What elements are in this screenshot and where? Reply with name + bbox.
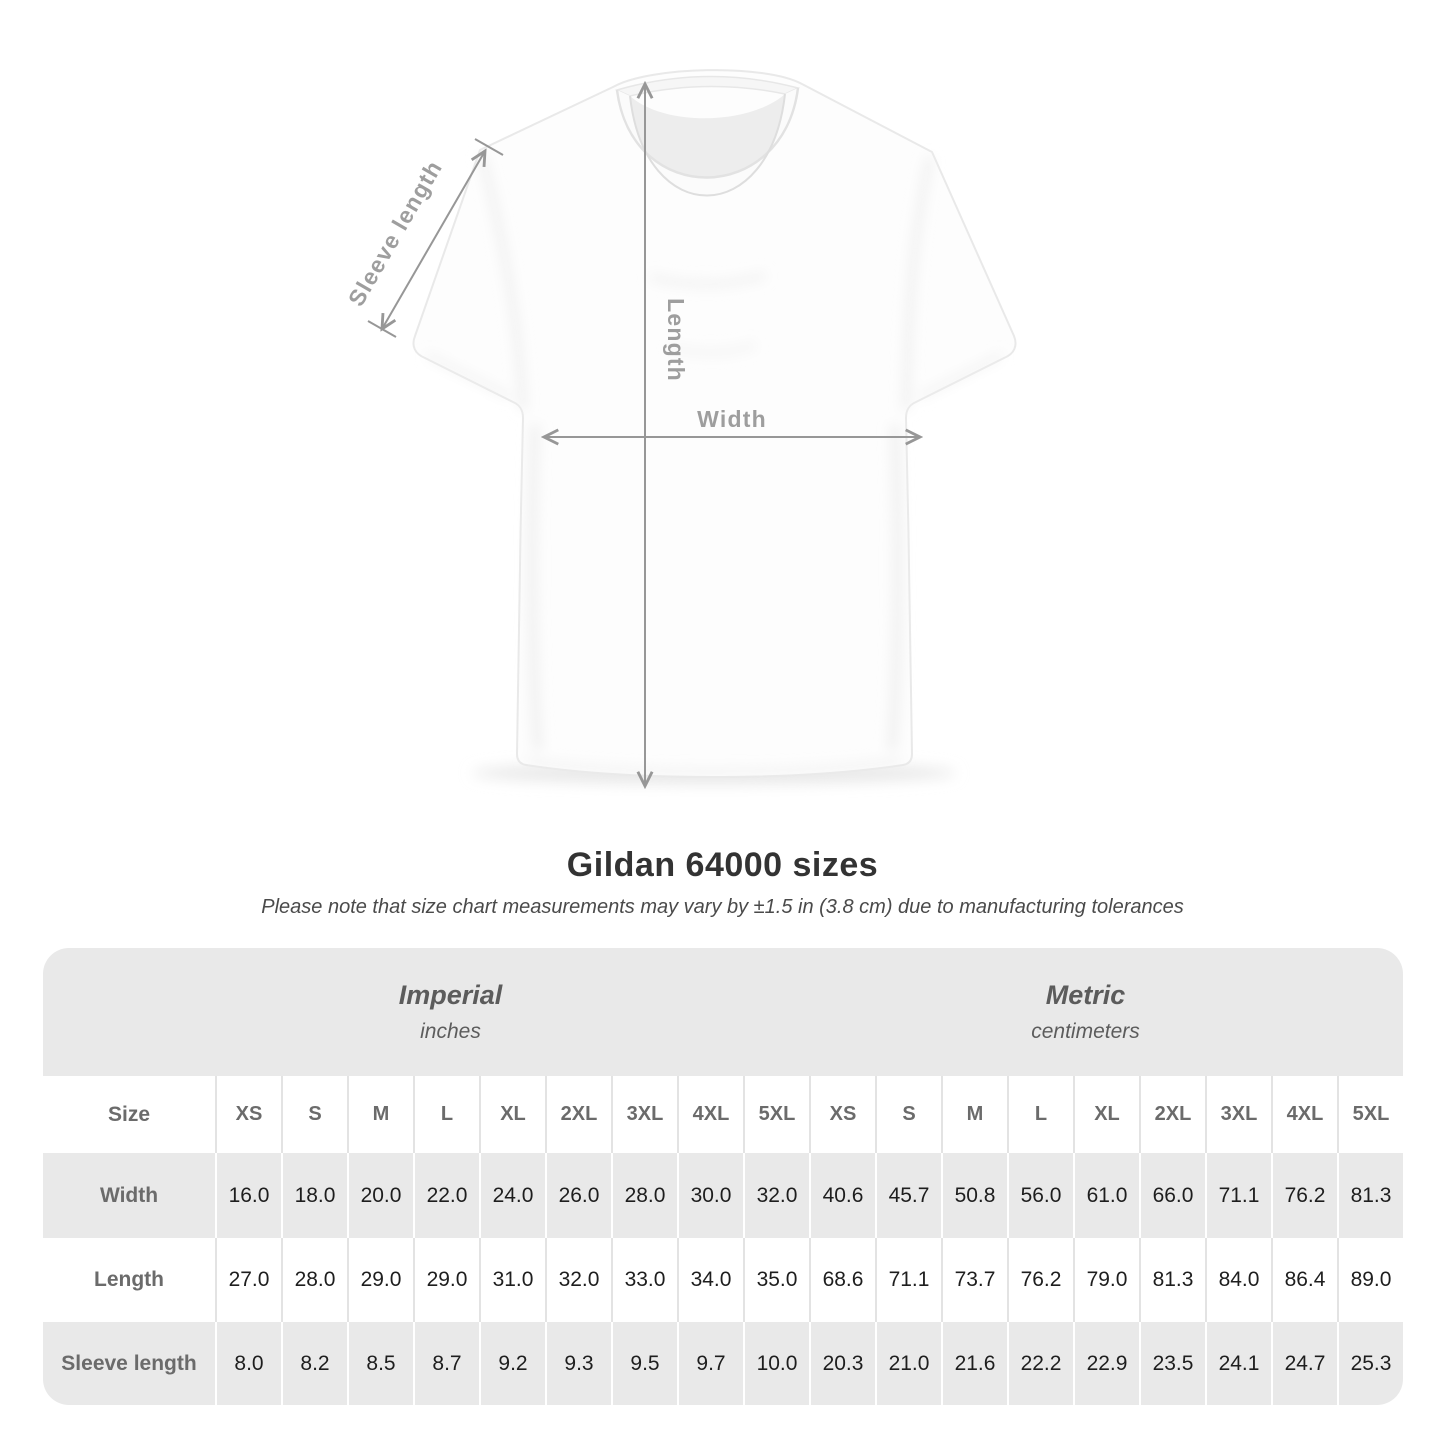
width-arrow-label: Width <box>697 406 767 432</box>
value-cell-metric: 61.0 <box>1073 1153 1139 1238</box>
value-cell-metric: 25.3 <box>1337 1322 1403 1405</box>
value-cell-imperial: 28.0 <box>281 1238 347 1322</box>
size-column-header-metric: 4XL <box>1271 1076 1337 1153</box>
size-column-header-imperial: 3XL <box>611 1076 677 1153</box>
size-column-header-metric: 5XL <box>1337 1076 1403 1153</box>
size-corner-header: Size <box>43 1076 215 1153</box>
value-cell-metric: 76.2 <box>1007 1238 1073 1322</box>
tolerance-note: Please note that size chart measurements… <box>261 896 1184 918</box>
value-cell-metric: 56.0 <box>1007 1153 1073 1238</box>
value-cell-metric: 24.7 <box>1271 1322 1337 1405</box>
size-column-header-imperial: S <box>281 1076 347 1153</box>
value-cell-imperial: 16.0 <box>215 1153 281 1238</box>
value-cell-imperial: 35.0 <box>743 1238 809 1322</box>
size-chart-grid: Size XS S M L XL 2XL 3XL 4XL 5XL XS S M L XL 2XL 3XL 4XL 5… <box>43 1076 1403 1405</box>
metric-group-header: Metric centimeters <box>768 980 1403 1044</box>
value-cell-metric: 71.1 <box>875 1238 941 1322</box>
size-column-header-metric: 2XL <box>1139 1076 1205 1153</box>
value-cell-metric: 84.0 <box>1205 1238 1271 1322</box>
sleeve-length-arrow <box>382 151 485 329</box>
page-title: Gildan 64000 sizes <box>566 846 879 884</box>
value-cell-imperial: 32.0 <box>545 1238 611 1322</box>
value-cell-imperial: 33.0 <box>611 1238 677 1322</box>
value-cell-imperial: 27.0 <box>215 1238 281 1322</box>
value-cell-imperial: 26.0 <box>545 1153 611 1238</box>
value-cell-metric: 76.2 <box>1271 1153 1337 1238</box>
size-column-header-metric: M <box>941 1076 1007 1153</box>
value-cell-imperial: 9.7 <box>677 1322 743 1405</box>
value-cell-metric: 81.3 <box>1337 1153 1403 1238</box>
value-cell-imperial: 30.0 <box>677 1153 743 1238</box>
value-cell-metric: 81.3 <box>1139 1238 1205 1322</box>
imperial-group-header: Imperial inches <box>133 980 768 1044</box>
fabric-shading <box>425 154 1004 774</box>
value-cell-imperial: 34.0 <box>677 1238 743 1322</box>
size-column-header-metric: S <box>875 1076 941 1153</box>
value-cell-metric: 24.1 <box>1205 1322 1271 1405</box>
value-cell-imperial: 28.0 <box>611 1153 677 1238</box>
size-column-header-imperial: 4XL <box>677 1076 743 1153</box>
value-cell-imperial: 22.0 <box>413 1153 479 1238</box>
metric-unit: centimeters <box>1031 1020 1140 1043</box>
imperial-unit: inches <box>420 1020 481 1043</box>
value-cell-imperial: 32.0 <box>743 1153 809 1238</box>
size-column-header-imperial: M <box>347 1076 413 1153</box>
tshirt-body <box>412 69 1017 778</box>
value-cell-metric: 66.0 <box>1139 1153 1205 1238</box>
value-cell-metric: 22.9 <box>1073 1322 1139 1405</box>
value-cell-imperial: 29.0 <box>347 1238 413 1322</box>
value-cell-metric: 79.0 <box>1073 1238 1139 1322</box>
size-column-header-imperial: L <box>413 1076 479 1153</box>
value-cell-metric: 20.3 <box>809 1322 875 1405</box>
value-cell-imperial: 8.2 <box>281 1322 347 1405</box>
value-cell-imperial: 31.0 <box>479 1238 545 1322</box>
sleeve-length-tick-top <box>474 138 504 156</box>
size-column-header-imperial: XL <box>479 1076 545 1153</box>
size-chart-table: Imperial inches Metric centimeters Size X… <box>43 948 1403 1405</box>
size-column-header-imperial: XS <box>215 1076 281 1153</box>
value-cell-metric: 71.1 <box>1205 1153 1271 1238</box>
size-column-header-imperial: 5XL <box>743 1076 809 1153</box>
value-cell-metric: 23.5 <box>1139 1322 1205 1405</box>
value-cell-imperial: 8.0 <box>215 1322 281 1405</box>
value-cell-imperial: 9.2 <box>479 1322 545 1405</box>
imperial-label: Imperial <box>398 980 503 1010</box>
value-cell-imperial: 8.5 <box>347 1322 413 1405</box>
value-cell-imperial: 9.3 <box>545 1322 611 1405</box>
value-cell-metric: 89.0 <box>1337 1238 1403 1322</box>
size-column-header-metric: XS <box>809 1076 875 1153</box>
row-label: Length <box>43 1238 215 1322</box>
row-label: Width <box>43 1153 215 1238</box>
length-arrow-label: Length <box>663 298 689 382</box>
tshirt-diagram: Length Width Sleeve length <box>343 69 1017 835</box>
size-column-header-metric: L <box>1007 1076 1073 1153</box>
row-label: Sleeve length <box>43 1322 215 1405</box>
value-cell-metric: 50.8 <box>941 1153 1007 1238</box>
metric-label: Metric <box>1045 980 1126 1010</box>
value-cell-metric: 22.2 <box>1007 1322 1073 1405</box>
value-cell-metric: 73.7 <box>941 1238 1007 1322</box>
value-cell-metric: 21.6 <box>941 1322 1007 1405</box>
size-column-header-metric: 3XL <box>1205 1076 1271 1153</box>
value-cell-imperial: 24.0 <box>479 1153 545 1238</box>
unit-group-header-row: Imperial inches Metric centimeters <box>43 948 1403 1076</box>
value-cell-imperial: 20.0 <box>347 1153 413 1238</box>
value-cell-metric: 40.6 <box>809 1153 875 1238</box>
size-column-header-imperial: 2XL <box>545 1076 611 1153</box>
value-cell-imperial: 8.7 <box>413 1322 479 1405</box>
value-cell-metric: 21.0 <box>875 1322 941 1405</box>
value-cell-imperial: 18.0 <box>281 1153 347 1238</box>
size-column-header-metric: XL <box>1073 1076 1139 1153</box>
value-cell-imperial: 29.0 <box>413 1238 479 1322</box>
value-cell-metric: 45.7 <box>875 1153 941 1238</box>
value-cell-imperial: 9.5 <box>611 1322 677 1405</box>
value-cell-metric: 68.6 <box>809 1238 875 1322</box>
value-cell-metric: 86.4 <box>1271 1238 1337 1322</box>
sleeve-length-tick-bottom <box>367 320 397 338</box>
collar <box>614 75 801 197</box>
value-cell-imperial: 10.0 <box>743 1322 809 1405</box>
